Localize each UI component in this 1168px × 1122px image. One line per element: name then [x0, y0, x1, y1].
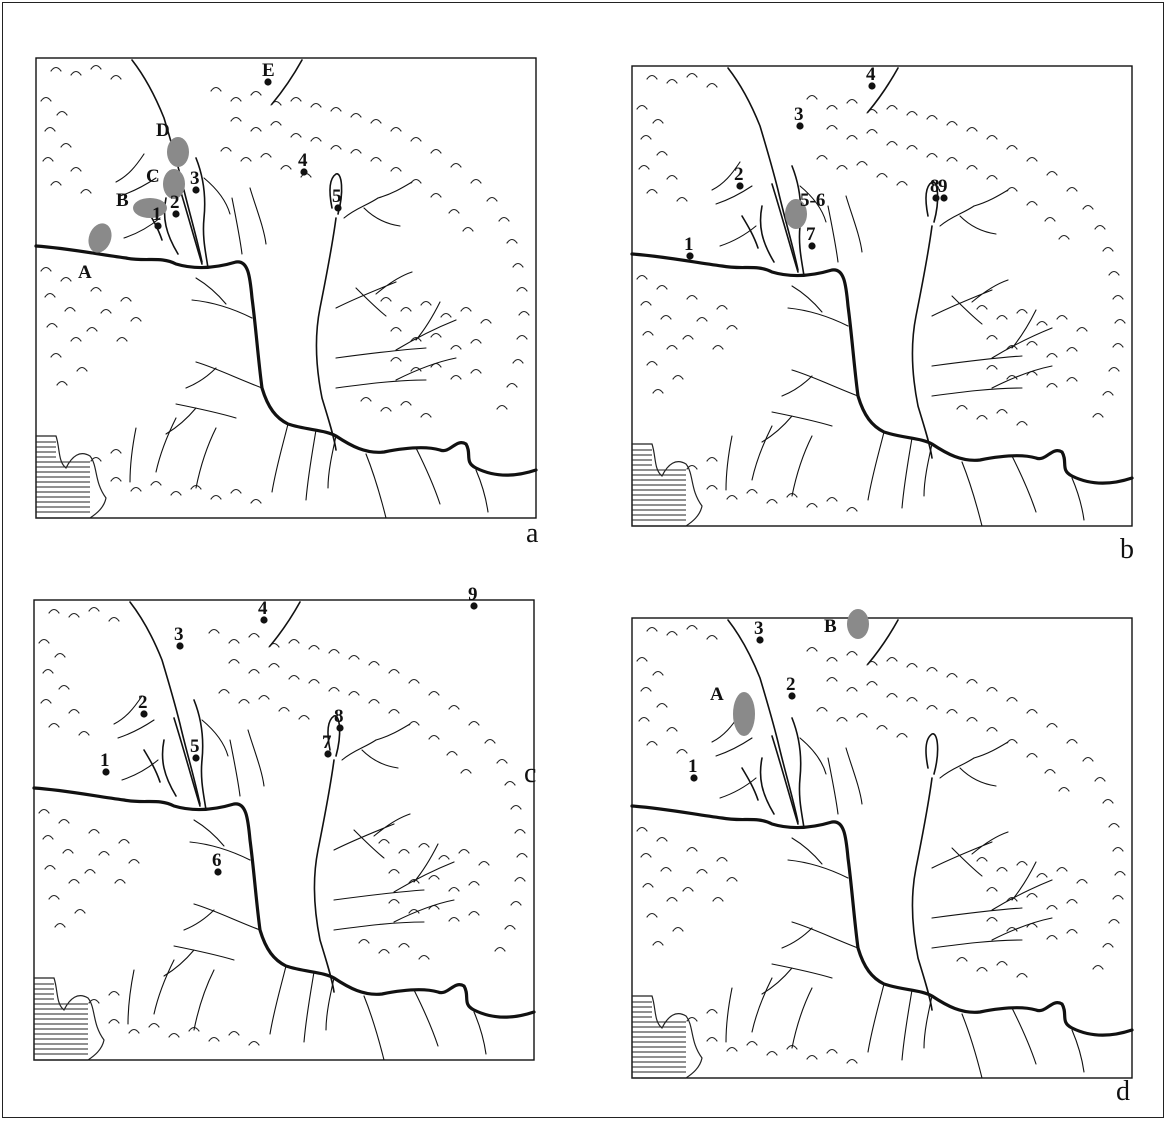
site-label-5: 5 — [190, 736, 200, 757]
site-label-4: 4 — [258, 598, 268, 619]
river-network — [34, 59, 538, 519]
site-5 — [192, 754, 200, 762]
river-network — [630, 67, 1134, 527]
river-network — [32, 601, 536, 1061]
site-label-2: 2 — [786, 674, 796, 695]
site-3 — [176, 642, 184, 650]
main-river — [630, 804, 1134, 1037]
main-river — [630, 252, 1134, 485]
panel-letter-d: d — [1116, 1076, 1130, 1107]
site-1 — [102, 768, 110, 776]
site-9 — [940, 194, 948, 202]
map-border — [631, 617, 1133, 1079]
zone-label-b: B — [116, 190, 129, 211]
hill-symbols — [38, 606, 528, 1046]
zone-label-a: A — [78, 262, 92, 283]
site-3 — [796, 122, 804, 130]
panel-letter-c: c — [524, 758, 537, 789]
site-label-4: 4 — [866, 64, 876, 85]
site-label-8: 8 — [930, 176, 940, 197]
site-label-2: 2 — [170, 192, 180, 213]
map-svg-b: 5-6 1 2 3 4 7 89 — [630, 64, 1134, 527]
site-label-e: E — [262, 60, 275, 81]
zone-5-6 — [785, 199, 807, 229]
zone-a — [733, 692, 755, 736]
lake-hatch — [631, 443, 703, 527]
site-label-8: 8 — [334, 706, 344, 727]
site-label-3: 3 — [794, 104, 804, 125]
site-4 — [300, 168, 308, 176]
hill-symbols — [636, 72, 1126, 512]
site-3 — [756, 636, 764, 644]
site-6 — [214, 868, 222, 876]
site-4 — [260, 616, 268, 624]
zone-label-b: B — [824, 616, 837, 637]
site-7 — [808, 242, 816, 250]
site-7 — [324, 750, 332, 758]
lake-hatch — [631, 995, 703, 1079]
river-network — [630, 619, 1134, 1079]
panel-letter-b: b — [1120, 534, 1134, 565]
site-label-1: 1 — [688, 756, 698, 777]
site-5 — [334, 204, 342, 212]
hill-symbols — [40, 64, 530, 504]
site-label-2: 2 — [734, 164, 744, 185]
zone-label-c: C — [146, 166, 160, 187]
site-8 — [932, 194, 940, 202]
site-label-6: 6 — [212, 850, 222, 871]
map-border — [33, 599, 535, 1061]
site-e — [264, 78, 272, 86]
hill-symbols — [636, 624, 1126, 1064]
main-river — [32, 786, 536, 1019]
panel-letter-a: a — [526, 518, 539, 549]
site-label-9: 9 — [938, 176, 948, 197]
zone-b — [133, 198, 167, 218]
zone-b — [847, 609, 869, 639]
zone-label-d: D — [156, 120, 170, 141]
site-2 — [788, 692, 796, 700]
site-label-7: 7 — [322, 732, 332, 753]
site-label-9: 9 — [468, 584, 478, 605]
lake-hatch — [35, 435, 107, 519]
site-1 — [154, 222, 162, 230]
site-label-3: 3 — [174, 624, 184, 645]
zone-d — [167, 137, 189, 167]
site-3 — [192, 186, 200, 194]
map-svg-c: 1 2 3 4 5 6 78 9 — [32, 584, 536, 1061]
zone-c — [163, 169, 185, 199]
site-1 — [690, 774, 698, 782]
map-panel-b: 5-6 1 2 3 4 7 8 9 — [630, 64, 1134, 527]
site-8 — [336, 724, 344, 732]
site-label-3: 3 — [190, 168, 200, 189]
site-label-7: 7 — [806, 224, 816, 245]
map-border — [35, 57, 537, 519]
zone-label-5-6: 5-6 — [800, 190, 825, 211]
site-2 — [172, 210, 180, 218]
site-label-1: 1 — [100, 750, 110, 771]
zone-a — [88, 223, 112, 253]
zone-label-a: A — [710, 684, 724, 705]
map-border — [631, 65, 1133, 527]
lake-hatch — [33, 977, 105, 1061]
main-river — [34, 244, 538, 477]
site-label-3: 3 — [754, 618, 764, 639]
site-2 — [140, 710, 148, 718]
site-label-2: 2 — [138, 692, 148, 713]
site-label-1: 1 — [152, 204, 162, 225]
site-1 — [686, 252, 694, 260]
site-label-4: 4 — [298, 150, 308, 171]
site-2 — [736, 182, 744, 190]
site-4 — [868, 82, 876, 90]
site-9 — [470, 602, 478, 610]
site-label-5: 5 — [332, 186, 342, 207]
site-label-1: 1 — [684, 234, 694, 255]
map-svg-a: A BC D 123 4 5 E — [34, 57, 538, 519]
